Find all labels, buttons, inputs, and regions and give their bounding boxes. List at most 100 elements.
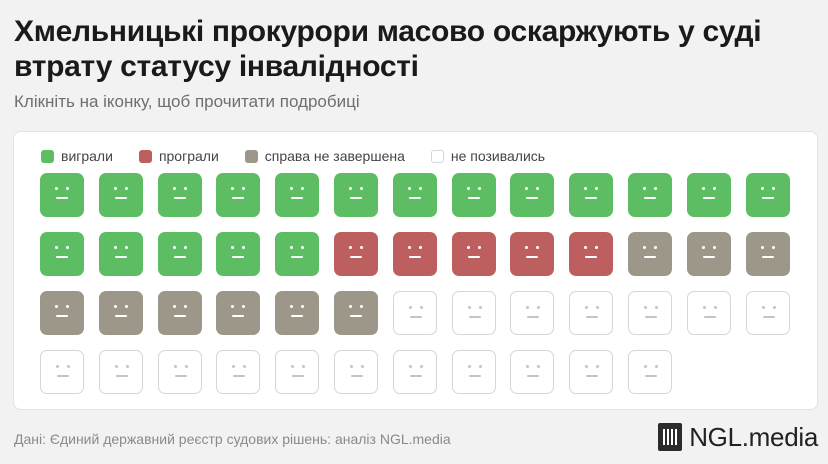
face-icon-won[interactable] <box>98 232 143 276</box>
legend-item-none: не позивались <box>430 148 545 164</box>
face-icon-pending[interactable] <box>157 291 202 335</box>
face-icon-none[interactable] <box>510 291 555 335</box>
face-icon-won[interactable] <box>510 173 555 217</box>
face-mouth <box>527 316 540 318</box>
face-eye <box>526 365 530 368</box>
face-icon-won[interactable] <box>686 173 731 217</box>
face-eye <box>654 365 658 368</box>
face-icon-won[interactable] <box>216 232 261 276</box>
face-eye <box>349 365 353 368</box>
face-eye <box>408 306 412 309</box>
legend-swatch-pending <box>244 149 258 163</box>
face-eye <box>348 187 352 190</box>
face-eye <box>772 306 776 309</box>
face-icon-pending[interactable] <box>333 291 378 335</box>
face-eye <box>290 305 294 308</box>
face-icon-none[interactable] <box>98 350 143 394</box>
face-mouth <box>643 256 656 258</box>
face-icon-none[interactable] <box>451 350 496 394</box>
face-icon-won[interactable] <box>40 173 84 217</box>
face-icon-none[interactable] <box>40 350 84 394</box>
chart-title: Хмельницькі прокурори масово оскаржують … <box>14 15 762 83</box>
face-icon-won[interactable] <box>745 173 790 217</box>
face-icon-pending[interactable] <box>745 232 790 276</box>
face-eye <box>712 187 716 190</box>
face-mouth <box>114 315 127 317</box>
face-eye <box>183 305 187 308</box>
face-icon-none[interactable] <box>745 291 790 335</box>
face-icon-won[interactable] <box>451 173 496 217</box>
face-icon-lost[interactable] <box>569 232 614 276</box>
face-eye <box>584 187 588 190</box>
face-icon-won[interactable] <box>40 232 84 276</box>
face-icon-won[interactable] <box>216 173 261 217</box>
face-mouth <box>468 316 481 318</box>
face-eye <box>407 246 411 249</box>
face-icon-none[interactable] <box>627 291 672 335</box>
face-eye <box>654 306 658 309</box>
face-mouth <box>57 375 69 377</box>
face-icon-won[interactable] <box>275 173 320 217</box>
face-icon-none[interactable] <box>157 350 202 394</box>
face-mouth <box>644 375 657 377</box>
face-eye <box>66 187 69 190</box>
face-eye <box>173 365 177 368</box>
face-eye <box>418 246 422 249</box>
face-mouth <box>291 197 304 199</box>
face-eye <box>66 246 69 249</box>
brand: NGL.media <box>658 421 818 453</box>
face-icon-pending[interactable] <box>98 291 143 335</box>
face-icon-none[interactable] <box>392 350 437 394</box>
face-eye <box>537 365 541 368</box>
face-eye <box>584 246 588 249</box>
face-eye <box>67 365 70 368</box>
face-mouth <box>232 256 245 258</box>
source-note: Дані: Єдиний державний реєстр судових рі… <box>14 431 451 447</box>
face-eye <box>231 187 235 190</box>
face-icon-lost[interactable] <box>392 232 437 276</box>
face-icon-won[interactable] <box>157 173 202 217</box>
face-mouth <box>409 316 422 318</box>
face-icon-lost[interactable] <box>510 232 555 276</box>
face-icon-won[interactable] <box>569 173 614 217</box>
face-icon-none[interactable] <box>333 350 378 394</box>
legend-label-pending: справа не завершена <box>264 148 405 164</box>
face-eye <box>760 187 764 190</box>
face-icon-pending[interactable] <box>40 291 84 335</box>
face-icon-won[interactable] <box>157 232 202 276</box>
face-eye <box>291 365 295 368</box>
face-eye <box>653 187 657 190</box>
face-icon-none[interactable] <box>392 291 437 335</box>
face-icon-pending[interactable] <box>216 291 261 335</box>
face-eye <box>701 187 705 190</box>
face-icon-pending[interactable] <box>627 232 672 276</box>
face-eye <box>761 306 765 309</box>
face-icon-none[interactable] <box>451 291 496 335</box>
face-mouth <box>292 375 305 377</box>
face-icon-none[interactable] <box>569 291 614 335</box>
face-icon-none[interactable] <box>627 350 672 394</box>
face-eye <box>124 187 128 190</box>
face-mouth <box>761 256 774 258</box>
face-mouth <box>409 375 422 377</box>
face-icon-lost[interactable] <box>333 232 378 276</box>
face-icon-won[interactable] <box>392 173 437 217</box>
face-icon-won[interactable] <box>275 232 320 276</box>
face-icon-won[interactable] <box>98 173 143 217</box>
face-icon-none[interactable] <box>216 350 261 394</box>
face-mouth <box>56 197 68 199</box>
face-icon-none[interactable] <box>275 350 320 394</box>
face-icon-none[interactable] <box>569 350 614 394</box>
face-eye <box>242 246 246 249</box>
face-eye <box>56 365 59 368</box>
face-eye <box>359 246 363 249</box>
face-icon-lost[interactable] <box>451 232 496 276</box>
face-icon-won[interactable] <box>627 173 672 217</box>
face-icon-none[interactable] <box>686 291 731 335</box>
face-mouth <box>56 256 68 258</box>
face-icon-none[interactable] <box>510 350 555 394</box>
face-icon-pending[interactable] <box>686 232 731 276</box>
face-icon-won[interactable] <box>333 173 378 217</box>
icon-grid <box>40 173 790 394</box>
face-icon-pending[interactable] <box>275 291 320 335</box>
